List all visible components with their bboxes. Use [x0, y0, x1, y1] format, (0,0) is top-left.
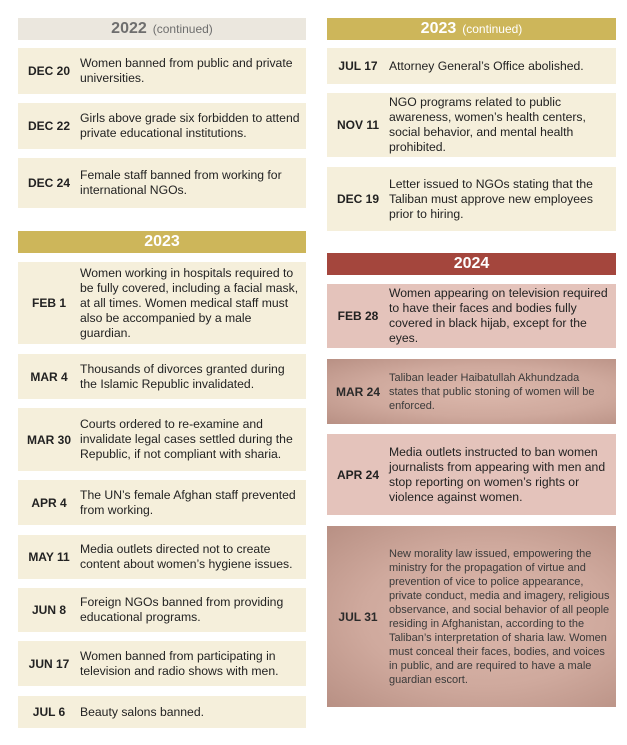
timeline-entry: JUL 31 New morality law issued, empoweri…: [327, 526, 616, 707]
entry-text: Beauty salons banned.: [80, 704, 204, 719]
entry-text: Women appearing on television required t…: [389, 286, 608, 345]
timeline-entry: NOV 11 NGO programs related to public aw…: [327, 93, 616, 157]
timeline-entry: MAY 11 Media outlets directed not to cre…: [18, 535, 306, 579]
entry-date: JUN 17: [28, 656, 70, 671]
entry-text: Media outlets instructed to ban women jo…: [389, 444, 606, 504]
timeline-entry: MAR 4 Thousands of divorces granted duri…: [18, 354, 306, 399]
entry-text: NGO programs related to public awareness…: [389, 95, 586, 154]
section-year: 2022: [111, 20, 147, 37]
timeline-entry: DEC 19 Letter issued to NGOs stating tha…: [327, 167, 616, 231]
timeline-entry: FEB 1 Women working in hospitals require…: [18, 262, 306, 344]
timeline-entry: MAR 24 Taliban leader Haibatullah Akhund…: [327, 359, 616, 424]
entry-date: JUL 6: [32, 705, 66, 719]
section-note: (continued): [152, 22, 213, 36]
entry-text: Attorney General’s Office abolished.: [389, 58, 584, 73]
entry-date: APR 4: [31, 495, 67, 510]
timeline-entry: MAR 30 Courts ordered to re-examine and …: [18, 408, 306, 471]
entry-text: New morality law issued, empowering the …: [389, 547, 610, 686]
timeline-entry: DEC 24 Female staff banned from working …: [18, 158, 306, 208]
entry-text: Letter issued to NGOs stating that the T…: [389, 176, 593, 221]
entry-date: JUL 31: [338, 609, 378, 624]
timeline-entry: APR 24 Media outlets instructed to ban w…: [327, 434, 616, 515]
entry-date: FEB 28: [337, 309, 379, 323]
timeline-entry: JUN 17 Women banned from participating i…: [18, 641, 306, 686]
timeline-entry: FEB 28 Women appearing on television req…: [327, 284, 616, 348]
entry-text: Media outlets directed not to create con…: [80, 542, 293, 571]
timeline-entry: JUN 8 Foreign NGOs banned from providing…: [18, 588, 306, 632]
entry-text: The UN’s female Afghan staff prevented f…: [80, 487, 296, 517]
timeline-entry: APR 4 The UN’s female Afghan staff preve…: [18, 480, 306, 525]
section-header-2024: 2024: [327, 253, 616, 275]
entry-date: MAR 30: [26, 432, 71, 447]
entry-date: DEC 22: [27, 119, 71, 133]
section-header-2022-continued: 2022 (continued): [18, 18, 306, 40]
entry-date: NOV 11: [336, 118, 380, 132]
entry-text: Girls above grade six forbidden to atten…: [80, 111, 300, 140]
section-year: 2023: [144, 233, 180, 250]
entry-date: APR 24: [336, 467, 380, 482]
entry-text: Women banned from public and private uni…: [80, 56, 293, 85]
section-header-2023: 2023: [18, 231, 306, 253]
section-year: 2024: [453, 255, 490, 272]
entry-text: Foreign NGOs banned from providing educa…: [80, 595, 284, 624]
section-note: (continued): [462, 22, 523, 36]
entry-date: MAR 4: [30, 369, 68, 384]
entry-text: Female staff banned from working for int…: [80, 168, 282, 197]
entry-date: JUL 17: [338, 59, 378, 73]
entry-date: FEB 1: [31, 296, 66, 310]
entry-date: MAR 24: [335, 384, 380, 399]
section-header-2023-continued: 2023 (continued): [327, 18, 616, 40]
entry-text: Taliban leader Haibatullah Akhundzada st…: [389, 371, 595, 412]
entry-date: JUN 8: [31, 603, 66, 617]
entry-date: MAY 11: [28, 550, 70, 564]
timeline-entry: DEC 20 Women banned from public and priv…: [18, 48, 306, 94]
entry-date: DEC 19: [336, 192, 380, 206]
section-year: 2023: [420, 20, 457, 37]
entry-text: Women working in hospitals required to b…: [80, 265, 299, 340]
timeline-entry: JUL 17 Attorney General’s Office abolish…: [327, 48, 616, 84]
entry-date: DEC 24: [27, 176, 71, 190]
entry-date: DEC 20: [27, 64, 71, 78]
timeline-entry: DEC 22 Girls above grade six forbidden t…: [18, 103, 306, 149]
entry-text: Women banned from participating in telev…: [80, 648, 279, 678]
timeline-entry: JUL 6 Beauty salons banned.: [18, 696, 306, 728]
entry-text: Thousands of divorces granted during the…: [80, 361, 285, 391]
entry-text: Courts ordered to re-examine and invalid…: [80, 417, 293, 461]
